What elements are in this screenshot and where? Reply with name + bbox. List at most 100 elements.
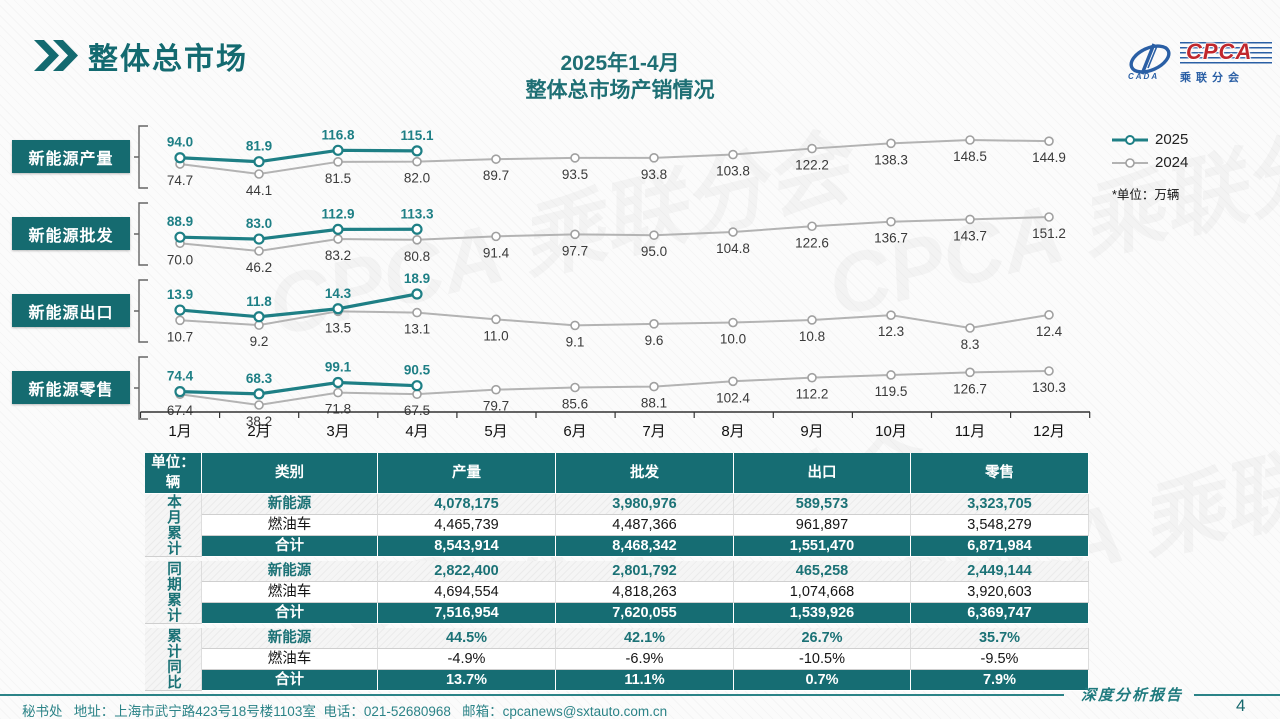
legend-2025-marker-icon — [1112, 134, 1148, 145]
row-bracket — [134, 202, 148, 266]
table-value-cell: 4,818,263 — [556, 582, 734, 603]
table-value-cell: 6,369,747 — [911, 603, 1089, 624]
chart-row: 新能源出口 13.9 11.8 14.3 18.9 10.7 9.2 13.5 13.1 11.0… — [0, 271, 1280, 352]
svg-text:6月: 6月 — [563, 423, 586, 440]
svg-text:12.4: 12.4 — [1036, 324, 1063, 339]
chart-row: 新能源零售 74.4 68.3 99.1 90.5 67.4 38.2 71.8 67.5 79.… — [0, 349, 1280, 429]
chart-title-line2: 整体总市场产销情况 — [525, 79, 715, 102]
svg-text:11.8: 11.8 — [246, 294, 272, 309]
table-value-cell: 35.7% — [911, 628, 1089, 649]
table-value-cell: 2,449,144 — [911, 561, 1089, 582]
legend-2024-label: 2024 — [1155, 154, 1189, 171]
table-value-cell: 4,487,366 — [556, 515, 734, 536]
svg-text:8.3: 8.3 — [961, 337, 980, 352]
table-column-header: 出口 — [734, 453, 911, 494]
table-value-cell: 2,801,792 — [556, 561, 734, 582]
svg-text:126.7: 126.7 — [953, 381, 987, 396]
row-line-chart: 94.0 81.9 116.8 115.1 74.7 44.1 81.5 82.0 89.7 93… — [167, 127, 1066, 198]
cpca-logo-right: CPCA 乘联分会 — [1180, 39, 1272, 85]
svg-text:9.6: 9.6 — [645, 333, 664, 348]
svg-text:103.8: 103.8 — [716, 164, 750, 179]
svg-text:112.9: 112.9 — [321, 206, 354, 221]
svg-text:94.0: 94.0 — [167, 135, 193, 150]
svg-text:116.8: 116.8 — [321, 127, 355, 142]
svg-text:95.0: 95.0 — [641, 244, 667, 259]
chart-row: 新能源批发 88.9 83.0 112.9 113.3 70.0 46.2 83.2 80.8 9… — [0, 195, 1280, 275]
legend-item-2025: 2025 — [1112, 128, 1188, 151]
svg-text:2月: 2月 — [247, 423, 270, 440]
svg-text:113.3: 113.3 — [400, 206, 434, 221]
summary-table: 单位：辆 类别 产量 批发 出口 零售 本月累计 新能源 4,078,175 3,980,976 5… — [145, 453, 1089, 691]
svg-text:38.2: 38.2 — [246, 414, 272, 429]
cpca-logo-box: CPCA — [1180, 39, 1272, 66]
row-line-chart: 74.4 68.3 99.1 90.5 67.4 38.2 71.8 67.5 79.7 85.6… — [167, 360, 1066, 429]
table-category-cell: 燃油车 — [202, 649, 378, 670]
table-value-cell: 3,980,976 — [556, 494, 734, 515]
table-value-cell: 3,548,279 — [911, 515, 1089, 536]
table-value-cell: 1,539,926 — [734, 603, 911, 624]
svg-text:89.7: 89.7 — [483, 168, 509, 183]
svg-text:70.0: 70.0 — [167, 252, 193, 267]
svg-text:81.9: 81.9 — [246, 139, 272, 154]
cpca-logo: CADA CPCA 乘联分会 — [1124, 39, 1274, 85]
row-label: 新能源批发 — [12, 217, 130, 250]
table-value-cell: 3,323,705 — [911, 494, 1089, 515]
table-value-cell: 2,822,400 — [378, 561, 556, 582]
table-unit-label: 单位：辆 — [145, 453, 202, 494]
svg-text:91.4: 91.4 — [483, 245, 510, 260]
svg-text:104.8: 104.8 — [716, 241, 750, 256]
table-value-cell: 1,551,470 — [734, 536, 911, 557]
table-category-cell: 燃油车 — [202, 515, 378, 536]
svg-text:13.5: 13.5 — [325, 320, 351, 335]
svg-text:1月: 1月 — [168, 423, 191, 440]
table-row: 合计 8,543,914 8,468,342 1,551,470 6,871,984 — [145, 536, 1089, 557]
chart-unit-note: *单位：万辆 — [1112, 188, 1180, 202]
svg-text:85.6: 85.6 — [562, 397, 588, 412]
svg-text:12.3: 12.3 — [878, 324, 904, 339]
table-value-cell: 7,516,954 — [378, 603, 556, 624]
table-value-cell: -10.5% — [734, 649, 911, 670]
table-value-cell: 8,468,342 — [556, 536, 734, 557]
table-category-cell: 新能源 — [202, 561, 378, 582]
table-row: 合计 13.7% 11.1% 0.7% 7.9% — [145, 670, 1089, 691]
page-title: 整体总市场 — [88, 43, 248, 76]
cpca-chinese-name: 乘联分会 — [1180, 72, 1244, 84]
x-axis: 1月 2月 3月 4月 5月 6月 7月 8月 9月 10月 11月 12月 — [139, 411, 1091, 440]
svg-text:122.2: 122.2 — [795, 158, 829, 173]
row-label: 新能源零售 — [12, 371, 130, 404]
svg-text:74.4: 74.4 — [167, 369, 194, 384]
report-type-label: 深度分析报告 — [1080, 686, 1183, 704]
svg-text:122.6: 122.6 — [795, 235, 829, 250]
svg-text:10.0: 10.0 — [720, 332, 746, 347]
table-category-cell: 合计 — [202, 670, 378, 691]
chart-title: 2025年1-4月 整体总市场产销情况 — [390, 50, 850, 104]
row-bracket — [134, 125, 148, 189]
table-category-cell: 新能源 — [202, 494, 378, 515]
table-value-cell: 11.1% — [556, 670, 734, 691]
svg-text:136.7: 136.7 — [874, 231, 908, 246]
svg-text:5月: 5月 — [484, 423, 507, 440]
table-value-cell: 589,573 — [734, 494, 911, 515]
cada-text: CADA — [1128, 72, 1160, 81]
svg-text:10月: 10月 — [875, 423, 907, 440]
svg-text:81.5: 81.5 — [325, 171, 351, 186]
row-label: 新能源产量 — [12, 140, 130, 173]
table-value-cell: 961,897 — [734, 515, 911, 536]
svg-text:82.0: 82.0 — [404, 171, 430, 186]
row-bracket — [134, 279, 148, 343]
cpca-swoosh-icon — [1129, 43, 1171, 75]
svg-text:13.9: 13.9 — [167, 287, 193, 302]
table-value-cell: 7,620,055 — [556, 603, 734, 624]
svg-text:83.2: 83.2 — [325, 248, 351, 263]
footer-contact-info: 秘书处 地址：上海市武宁路423号18号楼1103室 电话：021-526809… — [22, 704, 668, 719]
table-column-header: 产量 — [378, 453, 556, 494]
svg-text:44.1: 44.1 — [246, 183, 272, 198]
table-value-cell: 44.5% — [378, 628, 556, 649]
row-label: 新能源出口 — [12, 294, 130, 327]
svg-text:102.4: 102.4 — [716, 390, 750, 405]
table-value-cell: 0.7% — [734, 670, 911, 691]
table-category-cell: 合计 — [202, 603, 378, 624]
svg-text:67.4: 67.4 — [167, 403, 194, 418]
svg-text:12月: 12月 — [1033, 423, 1065, 440]
svg-text:93.8: 93.8 — [641, 167, 667, 182]
